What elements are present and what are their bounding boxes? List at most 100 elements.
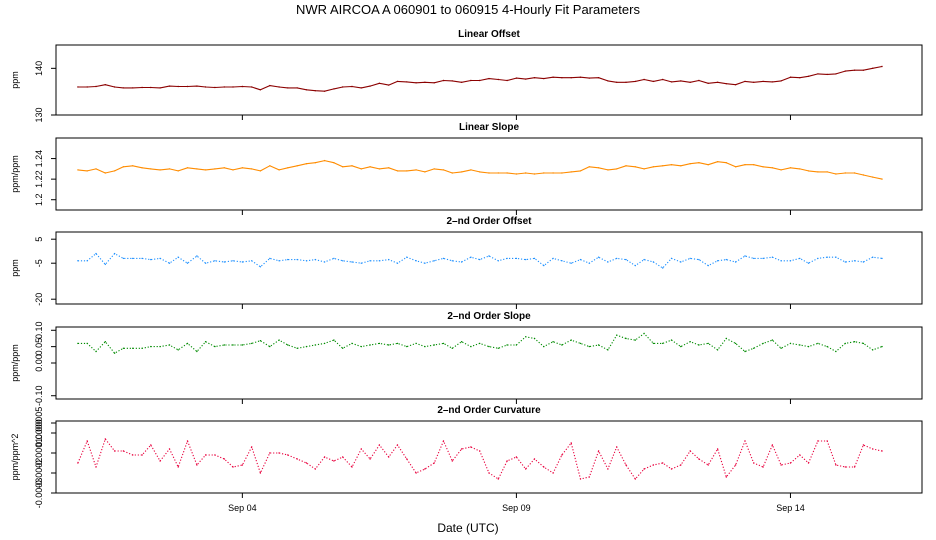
data-point — [150, 86, 152, 89]
data-point — [186, 262, 189, 264]
data-point — [342, 260, 344, 262]
data-point — [561, 454, 563, 456]
data-point — [753, 257, 755, 260]
data-point — [77, 462, 79, 464]
data-point — [232, 86, 234, 88]
data-point — [689, 81, 691, 84]
panels-group: Linear Offset ppm 130 140 Linear Slope ppm/pp… — [10, 29, 923, 513]
data-point — [342, 456, 344, 458]
data-point — [844, 261, 846, 263]
y-axis-label: ppm — [10, 259, 20, 277]
data-point — [86, 260, 88, 262]
data-point — [881, 345, 883, 348]
data-point — [113, 86, 116, 88]
data-point — [406, 170, 408, 172]
data-point — [670, 339, 673, 341]
y-tick-label: -5 — [34, 259, 44, 267]
data-point — [862, 69, 865, 71]
data-point — [305, 462, 308, 464]
data-point — [269, 165, 271, 167]
data-point — [725, 337, 727, 340]
data-point — [177, 85, 179, 88]
data-point — [680, 80, 682, 82]
data-point — [533, 173, 536, 175]
data-point — [323, 342, 326, 345]
data-point — [826, 256, 828, 258]
data-point — [762, 342, 764, 345]
panel-3: 2–nd Order Offset ppm -20 -5 5 — [10, 216, 923, 309]
data-point — [616, 257, 618, 260]
data-point — [835, 73, 837, 75]
data-point — [259, 266, 262, 268]
data-point — [744, 350, 746, 353]
data-point — [670, 81, 673, 83]
data-point — [497, 260, 499, 262]
data-point — [460, 448, 463, 450]
data-point — [680, 165, 682, 167]
data-point — [716, 161, 719, 163]
data-point — [634, 478, 636, 480]
data-point — [817, 342, 819, 345]
data-point — [506, 79, 508, 82]
data-point — [817, 73, 819, 75]
data-point — [588, 77, 590, 79]
data-point — [251, 168, 253, 170]
data-point — [378, 342, 381, 345]
data-point — [799, 77, 801, 79]
data-point — [442, 342, 445, 345]
data-point — [607, 468, 609, 470]
data-point — [259, 472, 262, 474]
data-point — [698, 162, 700, 164]
data-point — [241, 85, 244, 88]
data-point — [525, 172, 527, 174]
data-point — [789, 76, 792, 78]
data-point — [652, 464, 655, 466]
data-point — [817, 440, 819, 442]
data-point — [296, 347, 298, 349]
data-point — [86, 342, 88, 345]
data-point — [725, 83, 727, 85]
data-point — [588, 345, 590, 348]
data-point — [104, 84, 107, 86]
data-point — [488, 345, 490, 348]
data-point — [460, 341, 463, 343]
data-point — [497, 478, 499, 480]
y-tick-label: 5 — [34, 237, 44, 242]
data-point — [86, 440, 88, 442]
data-point — [177, 349, 179, 351]
panel-frame — [55, 231, 923, 305]
data-point — [470, 256, 472, 258]
data-point — [853, 172, 856, 174]
data-point — [305, 163, 308, 165]
data-point — [278, 86, 280, 88]
data-point — [533, 458, 536, 460]
data-point — [159, 169, 161, 171]
data-point — [77, 260, 79, 262]
panel-title: Linear Offset — [458, 29, 520, 40]
data-point — [95, 466, 97, 468]
data-point — [323, 90, 326, 92]
data-point — [872, 256, 874, 258]
data-point — [442, 440, 445, 442]
panel-4: 2–nd Order Slope ppm/ppm -0.10 0.000.050.10 — [10, 311, 923, 406]
data-point — [186, 342, 189, 345]
data-point — [853, 341, 856, 343]
data-point — [488, 255, 490, 257]
data-point — [479, 342, 481, 345]
data-point — [241, 464, 244, 466]
y-tick-label: -20 — [34, 293, 44, 306]
data-point — [159, 345, 161, 348]
data-point — [552, 257, 554, 260]
data-point — [643, 468, 645, 470]
data-point — [853, 69, 856, 71]
data-point — [470, 446, 472, 448]
data-point — [652, 80, 655, 83]
data-point — [132, 165, 134, 167]
data-point — [552, 472, 554, 474]
series-line — [77, 160, 883, 180]
data-point — [259, 170, 262, 172]
data-point — [525, 336, 527, 338]
data-point — [204, 169, 207, 171]
data-point — [433, 168, 435, 170]
data-point — [479, 171, 481, 173]
